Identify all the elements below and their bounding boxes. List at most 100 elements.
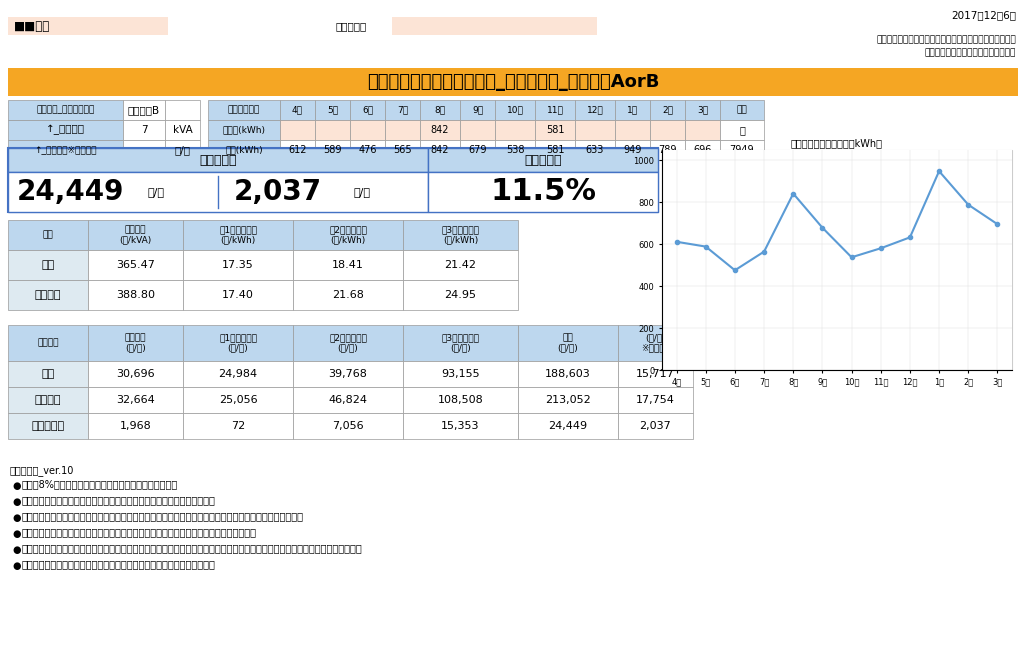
Bar — [350, 120, 385, 140]
Text: 基本料金
(円/kVA): 基本料金 (円/kVA) — [120, 225, 152, 245]
Bar — [403, 387, 518, 413]
Bar — [420, 140, 460, 160]
Bar — [8, 140, 123, 160]
Bar — [650, 120, 685, 140]
Text: 10月: 10月 — [507, 106, 523, 114]
Bar — [460, 120, 495, 140]
Bar — [518, 413, 618, 439]
Text: 2017年12月6日: 2017年12月6日 — [951, 10, 1016, 20]
Text: 612: 612 — [288, 145, 307, 155]
Text: 696: 696 — [693, 145, 712, 155]
Text: 関西電力が料金改定した場合、この試算内容を見直すことがございます。: 関西電力が料金改定した場合、この試算内容を見直すことがございます。 — [22, 559, 216, 569]
Text: ●: ● — [12, 513, 20, 523]
Bar — [8, 361, 88, 387]
Bar — [685, 100, 720, 120]
Text: 842: 842 — [431, 145, 450, 155]
Bar — [618, 413, 693, 439]
Bar — [495, 120, 535, 140]
Bar — [650, 140, 685, 160]
Bar — [183, 361, 293, 387]
Bar — [293, 280, 403, 310]
Bar — [403, 361, 518, 387]
Text: 17,754: 17,754 — [636, 395, 675, 405]
Text: 料金試算: 料金試算 — [37, 339, 58, 347]
Bar — [88, 325, 183, 361]
Bar — [685, 140, 720, 160]
Text: 5月: 5月 — [327, 106, 338, 114]
Text: モリカワのでんき・株式会社モリカワ: モリカワのでんき・株式会社モリカワ — [925, 48, 1016, 58]
Text: 842: 842 — [431, 125, 450, 135]
Text: 7949: 7949 — [730, 145, 755, 155]
Text: 第1段従量料金
(円/kWh): 第1段従量料金 (円/kWh) — [219, 225, 257, 245]
Bar — [428, 148, 658, 172]
Bar — [403, 280, 518, 310]
Text: 24.95: 24.95 — [444, 290, 476, 300]
Bar — [535, 140, 575, 160]
Text: 789: 789 — [658, 145, 677, 155]
Text: 第2段従量料金
(円/年): 第2段従量料金 (円/年) — [329, 333, 367, 353]
Text: 想定削減額: 想定削減額 — [32, 421, 65, 431]
Text: ●: ● — [12, 529, 20, 539]
Bar — [650, 100, 685, 120]
Text: ●: ● — [12, 497, 20, 507]
Bar — [518, 361, 618, 387]
Bar — [350, 140, 385, 160]
Text: 供給開始日はお申込み後、最初の関西電力の検針日を予定しております。: 供給開始日はお申込み後、最初の関西電力の検針日を予定しております。 — [22, 495, 216, 505]
Text: 3月: 3月 — [697, 106, 708, 114]
Text: 8月: 8月 — [434, 106, 445, 114]
Bar — [8, 17, 168, 35]
Bar — [315, 140, 350, 160]
Bar — [385, 120, 420, 140]
Text: 関西電力_ご契約プラン: 関西電力_ご契約プラン — [37, 106, 94, 114]
Text: 7月: 7月 — [397, 106, 408, 114]
Bar — [495, 100, 535, 120]
Text: 7: 7 — [140, 125, 147, 135]
Text: イーレックス・スパーク・エリアマーケティング株式会社: イーレックス・スパーク・エリアマーケティング株式会社 — [877, 35, 1016, 44]
Text: 949: 949 — [624, 145, 642, 155]
Text: お客様使用量: お客様使用量 — [228, 106, 260, 114]
Bar — [8, 148, 658, 212]
Bar — [615, 100, 650, 120]
Text: 188,603: 188,603 — [545, 369, 591, 379]
Text: 46,824: 46,824 — [329, 395, 368, 405]
Text: 第1段従量料金
(円/年): 第1段従量料金 (円/年) — [219, 333, 257, 353]
Text: ●: ● — [12, 481, 20, 491]
Bar — [183, 387, 293, 413]
Bar — [8, 387, 88, 413]
Bar — [293, 413, 403, 439]
Bar — [8, 280, 88, 310]
Bar — [575, 140, 615, 160]
Text: ご使用場所: ご使用場所 — [335, 21, 367, 31]
Bar — [392, 17, 597, 35]
Text: ●: ● — [12, 545, 20, 555]
Text: (円/月)
※道年平均: (円/月) ※道年平均 — [641, 333, 670, 353]
Text: 円/月: 円/月 — [174, 145, 190, 155]
Text: 24,449: 24,449 — [16, 178, 124, 206]
Bar — [8, 148, 428, 172]
Bar — [88, 413, 183, 439]
Text: 24,984: 24,984 — [218, 369, 258, 379]
Text: 消費税8%を含んだ単価、料金試算を提示しております。: 消費税8%を含んだ単価、料金試算を提示しております。 — [22, 479, 178, 489]
Text: 108,508: 108,508 — [437, 395, 483, 405]
Text: 基本料金
(円/年): 基本料金 (円/年) — [125, 333, 146, 353]
Bar — [385, 140, 420, 160]
Text: 18.41: 18.41 — [332, 260, 364, 270]
Bar — [618, 361, 693, 387]
Text: 弊社: 弊社 — [41, 369, 54, 379]
Text: ■■　様: ■■ 様 — [14, 19, 50, 33]
Bar — [293, 361, 403, 387]
Text: 4月: 4月 — [292, 106, 303, 114]
Text: 633: 633 — [586, 145, 604, 155]
Text: 年間: 年間 — [736, 106, 748, 114]
Bar — [123, 120, 165, 140]
Text: 供給開始後は再生可能エネルギー発電促進賦課金・燃料費調整額を加味してご請求いたします。（算定式は関西電力と同一です）: 供給開始後は再生可能エネルギー発電促進賦課金・燃料費調整額を加味してご請求いたし… — [22, 543, 362, 553]
Text: 21.68: 21.68 — [332, 290, 364, 300]
Bar — [315, 100, 350, 120]
Bar — [315, 120, 350, 140]
Text: ご入力(kWh): ご入力(kWh) — [222, 125, 265, 135]
Bar — [403, 220, 518, 250]
Bar — [662, 150, 1012, 370]
Bar — [8, 172, 428, 212]
Bar — [8, 220, 88, 250]
Bar — [420, 100, 460, 120]
